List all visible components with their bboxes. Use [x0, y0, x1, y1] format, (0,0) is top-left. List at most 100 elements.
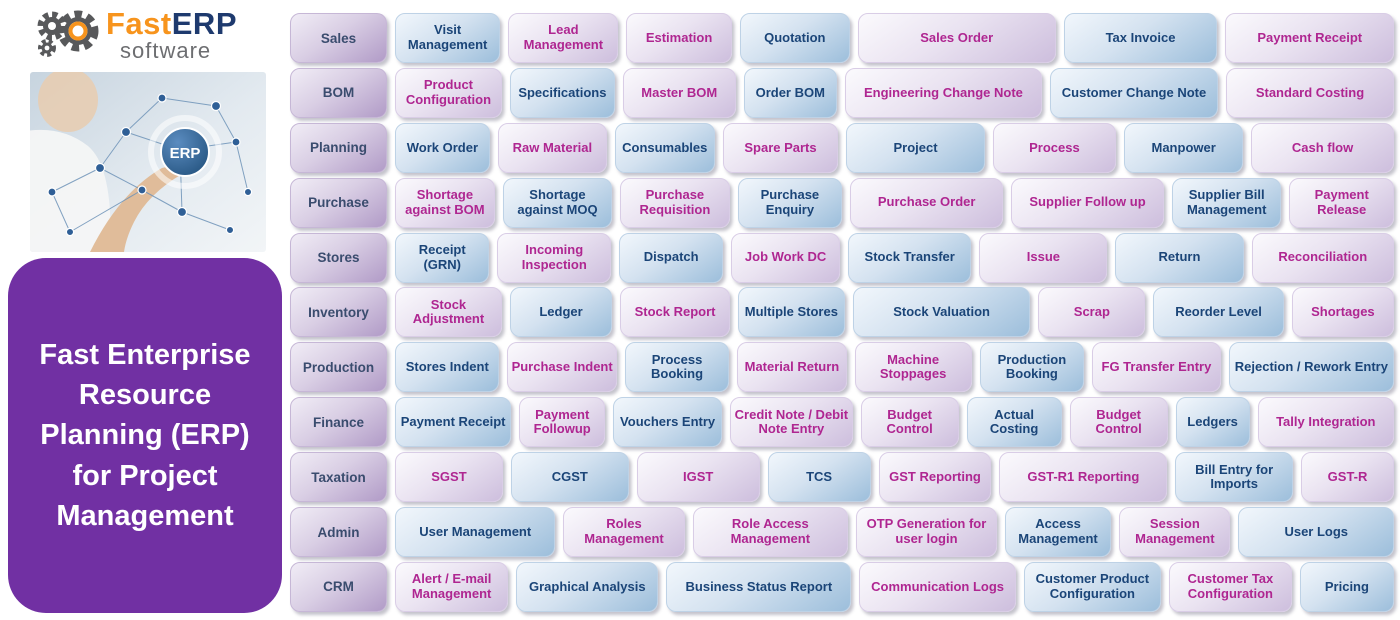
module-payment-receipt[interactable]: Payment Receipt — [395, 397, 512, 448]
module-specifications[interactable]: Specifications — [509, 67, 615, 118]
brand-software: software — [120, 38, 212, 63]
row-label-stores[interactable]: Stores — [290, 232, 387, 283]
module-project[interactable]: Project — [846, 122, 985, 173]
row-label-bom[interactable]: BOM — [290, 67, 387, 118]
module-customer-product-configuration[interactable]: Customer Product Configuration — [1023, 561, 1161, 612]
module-rejection-rework-entry[interactable]: Rejection / Rework Entry — [1228, 342, 1394, 393]
module-budget-control[interactable]: Budget Control — [860, 397, 959, 448]
module-user-management[interactable]: User Management — [395, 507, 556, 558]
module-purchase-requisition[interactable]: Purchase Requisition — [620, 177, 730, 228]
module-access-management[interactable]: Access Management — [1004, 507, 1112, 558]
module-payment-receipt[interactable]: Payment Receipt — [1225, 13, 1394, 63]
module-job-work-dc[interactable]: Job Work DC — [731, 232, 841, 283]
module-budget-control[interactable]: Budget Control — [1069, 397, 1168, 448]
row-label-finance[interactable]: Finance — [290, 397, 387, 448]
module-ledgers[interactable]: Ledgers — [1175, 397, 1250, 448]
erp-network-illustration: ERP — [30, 72, 266, 252]
module-engineering-change-note[interactable]: Engineering Change Note — [844, 67, 1042, 118]
module-supplier-bill-management[interactable]: Supplier Bill Management — [1171, 177, 1282, 228]
module-role-access-management[interactable]: Role Access Management — [692, 507, 849, 558]
module-work-order[interactable]: Work Order — [395, 122, 490, 173]
row-label-taxation[interactable]: Taxation — [290, 452, 387, 503]
module-process[interactable]: Process — [992, 122, 1117, 173]
module-quotation[interactable]: Quotation — [739, 13, 850, 63]
module-reorder-level[interactable]: Reorder Level — [1153, 287, 1284, 338]
module-material-return[interactable]: Material Return — [737, 342, 847, 393]
module-purchase-indent[interactable]: Purchase Indent — [507, 342, 617, 393]
module-shortage-against-bom[interactable]: Shortage against BOM — [395, 177, 495, 228]
module-multiple-stores[interactable]: Multiple Stores — [737, 287, 845, 338]
module-lead-management[interactable]: Lead Management — [508, 13, 619, 63]
module-process-booking[interactable]: Process Booking — [624, 342, 730, 393]
row-label-production[interactable]: Production — [290, 342, 387, 393]
module-manpower[interactable]: Manpower — [1124, 122, 1244, 173]
module-machine-stoppages[interactable]: Machine Stoppages — [854, 342, 972, 393]
module-sgst[interactable]: SGST — [395, 452, 503, 503]
module-row-bom: BOM Product Configuration Specifications Ma… — [290, 67, 1394, 118]
module-shortages[interactable]: Shortages — [1291, 287, 1394, 338]
module-payment-release[interactable]: Payment Release — [1289, 177, 1394, 228]
row-label-planning[interactable]: Planning — [290, 122, 387, 173]
module-stores-indent[interactable]: Stores Indent — [395, 342, 500, 393]
module-supplier-follow-up[interactable]: Supplier Follow up — [1011, 177, 1164, 228]
module-ledger[interactable]: Ledger — [509, 287, 613, 338]
row-label-crm[interactable]: CRM — [290, 561, 387, 612]
module-actual-costing[interactable]: Actual Costing — [966, 397, 1062, 448]
module-receipt-grn[interactable]: Receipt (GRN) — [395, 232, 490, 283]
module-shortage-against-moq[interactable]: Shortage against MOQ — [502, 177, 613, 228]
row-label-sales[interactable]: Sales — [290, 13, 387, 63]
row-label-admin[interactable]: Admin — [290, 507, 387, 558]
module-visit-management[interactable]: Visit Management — [395, 13, 501, 63]
module-raw-material[interactable]: Raw Material — [497, 122, 607, 173]
module-spare-parts[interactable]: Spare Parts — [722, 122, 839, 173]
module-scrap[interactable]: Scrap — [1038, 287, 1146, 338]
module-tally-integration[interactable]: Tally Integration — [1257, 397, 1394, 448]
module-graphical-analysis[interactable]: Graphical Analysis — [516, 561, 659, 612]
module-session-management[interactable]: Session Management — [1119, 507, 1231, 558]
module-otp-generation-for-user-login[interactable]: OTP Generation for user login — [856, 507, 997, 558]
module-purchase-enquiry[interactable]: Purchase Enquiry — [737, 177, 843, 228]
module-gst-r1-reporting[interactable]: GST-R1 Reporting — [999, 452, 1168, 503]
module-bill-entry-for-imports[interactable]: Bill Entry for Imports — [1175, 452, 1294, 503]
module-stock-adjustment[interactable]: Stock Adjustment — [395, 287, 502, 338]
module-standard-costing[interactable]: Standard Costing — [1226, 67, 1394, 118]
module-communication-logs[interactable]: Communication Logs — [859, 561, 1016, 612]
module-incoming-inspection[interactable]: Incoming Inspection — [497, 232, 612, 283]
module-purchase-order[interactable]: Purchase Order — [850, 177, 1004, 228]
module-gst-reporting[interactable]: GST Reporting — [878, 452, 992, 503]
module-return[interactable]: Return — [1115, 232, 1244, 283]
module-dispatch[interactable]: Dispatch — [619, 232, 724, 283]
module-customer-change-note[interactable]: Customer Change Note — [1050, 67, 1218, 118]
module-master-bom[interactable]: Master BOM — [622, 67, 736, 118]
module-gst-r[interactable]: GST-R — [1301, 452, 1394, 503]
module-sales-order[interactable]: Sales Order — [857, 13, 1056, 63]
module-pricing[interactable]: Pricing — [1299, 561, 1394, 612]
module-payment-followup[interactable]: Payment Followup — [519, 397, 606, 448]
module-tcs[interactable]: TCS — [767, 452, 871, 503]
module-tax-invoice[interactable]: Tax Invoice — [1063, 13, 1218, 63]
module-credit-note-debit-note-entry[interactable]: Credit Note / Debit Note Entry — [730, 397, 853, 448]
module-issue[interactable]: Issue — [979, 232, 1108, 283]
module-alert-e-mail-management[interactable]: Alert / E-mail Management — [395, 561, 509, 612]
row-label-purchase[interactable]: Purchase — [290, 177, 387, 228]
erp-circle-label: ERP — [170, 145, 201, 162]
row-label-inventory[interactable]: Inventory — [290, 287, 387, 338]
module-stock-transfer[interactable]: Stock Transfer — [848, 232, 972, 283]
module-cgst[interactable]: CGST — [510, 452, 629, 503]
module-consumables[interactable]: Consumables — [614, 122, 715, 173]
module-stock-report[interactable]: Stock Report — [620, 287, 730, 338]
module-roles-management[interactable]: Roles Management — [563, 507, 685, 558]
module-fg-transfer-entry[interactable]: FG Transfer Entry — [1092, 342, 1221, 393]
module-stock-valuation[interactable]: Stock Valuation — [852, 287, 1031, 338]
module-user-logs[interactable]: User Logs — [1238, 507, 1395, 558]
module-vouchers-entry[interactable]: Vouchers Entry — [613, 397, 723, 448]
module-business-status-report[interactable]: Business Status Report — [666, 561, 852, 612]
module-product-configuration[interactable]: Product Configuration — [395, 67, 502, 118]
module-estimation[interactable]: Estimation — [626, 13, 732, 63]
module-production-booking[interactable]: Production Booking — [979, 342, 1085, 393]
module-order-bom[interactable]: Order BOM — [743, 67, 837, 118]
module-igst[interactable]: IGST — [636, 452, 760, 503]
module-customer-tax-configuration[interactable]: Customer Tax Configuration — [1168, 561, 1292, 612]
module-cash-flow[interactable]: Cash flow — [1251, 122, 1395, 173]
module-reconciliation[interactable]: Reconciliation — [1251, 232, 1394, 283]
